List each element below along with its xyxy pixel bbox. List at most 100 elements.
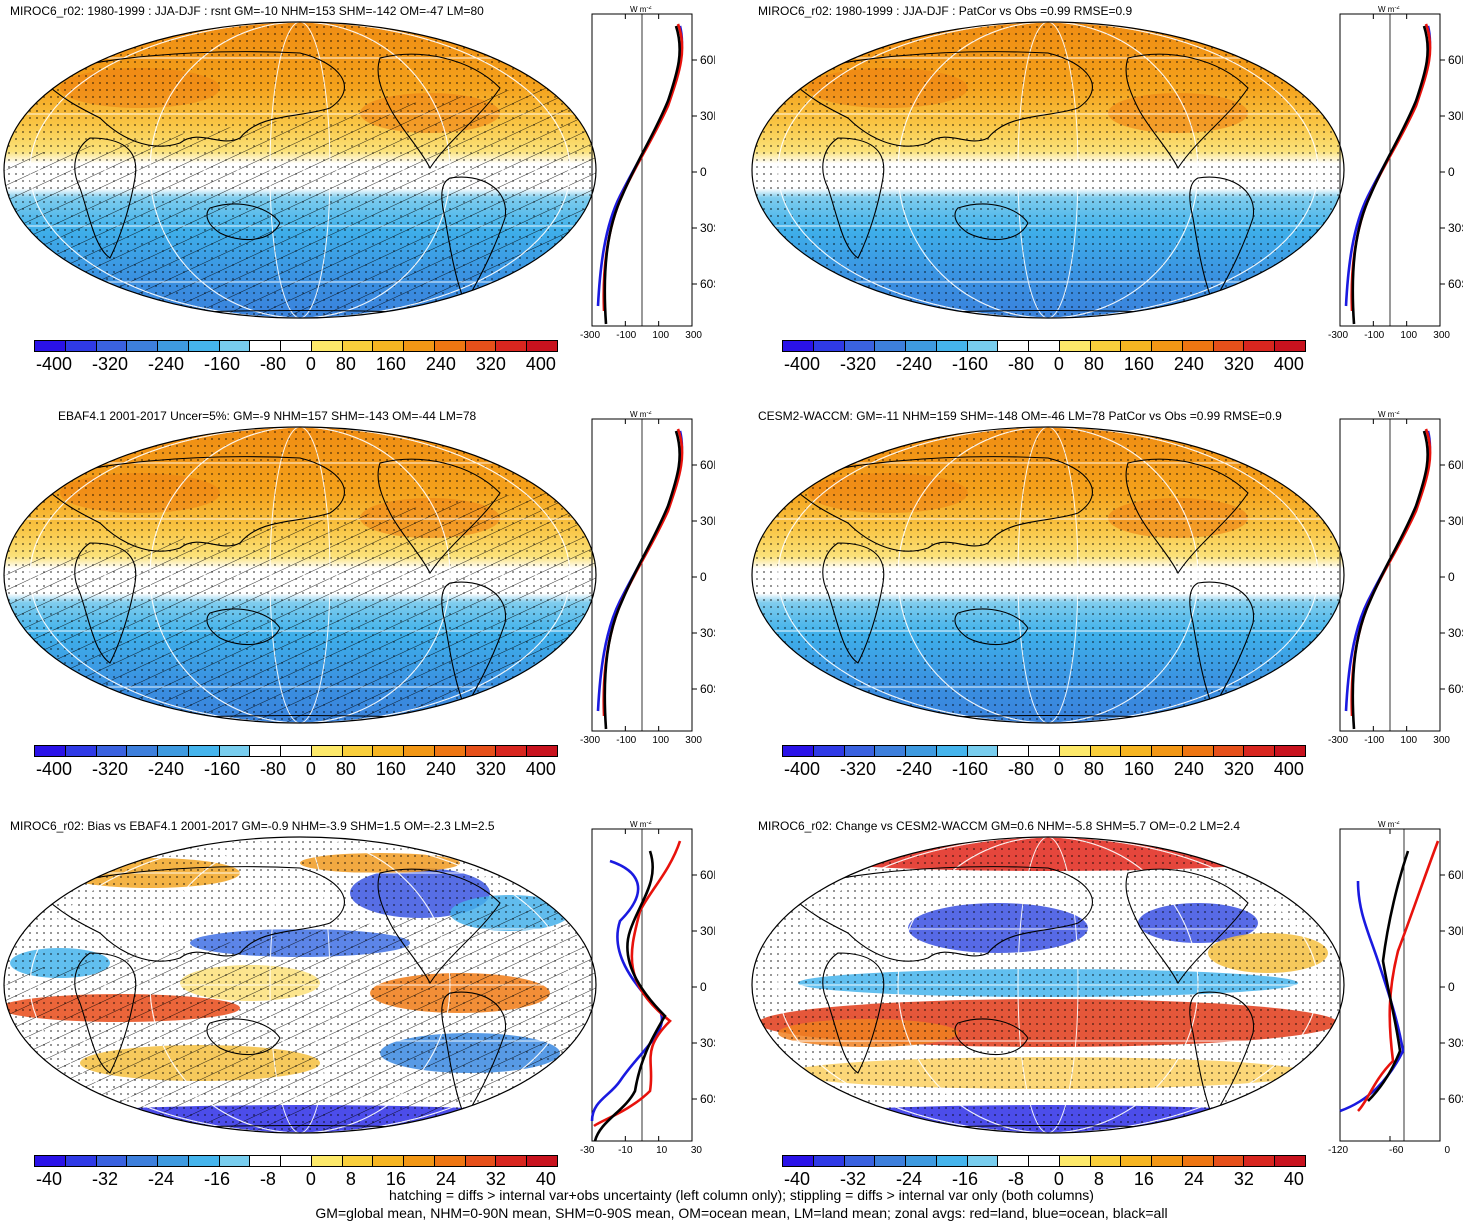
colorbar-label: -32 (91, 1169, 118, 1189)
panel-title: MIROC6_r02: Change vs CESM2-WACCM GM=0.6… (758, 819, 1241, 833)
robinson-map (751, 426, 1345, 724)
map-panel-4: CESM2-WACCM: GM=-11 NHM=159 SHM=-148 OM=… (748, 405, 1483, 805)
lat-tick-label: 0 (700, 980, 707, 994)
lat-tick-label: 30S (700, 221, 715, 235)
colorbar-swatch (496, 746, 528, 756)
zonal-x-tick-label: -300 (580, 330, 601, 341)
zonal-x-tick-label: 300 (685, 330, 702, 341)
colorbar (34, 745, 558, 757)
colorbar-swatch (158, 1156, 189, 1166)
colorbar-swatch (496, 1156, 528, 1166)
lat-tick-label: 30S (1448, 626, 1463, 640)
zonal-x-tick-label: -300 (1328, 330, 1349, 341)
colorbar-label: 160 (375, 759, 406, 779)
colorbar-swatch (35, 746, 66, 756)
colorbar (782, 1155, 1306, 1167)
lat-tick-label: 30N (1448, 924, 1463, 938)
colorbar-label: 240 (1173, 759, 1204, 779)
zonal-x-tick-label: 0 (1444, 1145, 1450, 1156)
colorbar-label: -32 (839, 1169, 866, 1189)
colorbar-swatch (1152, 341, 1183, 351)
colorbar-label: -80 (1007, 759, 1034, 779)
colorbar-label: 240 (425, 354, 456, 374)
colorbar-swatch (65, 746, 97, 756)
colorbar-label: -16 (203, 1169, 230, 1189)
lat-tick-label: 60S (700, 277, 715, 291)
lat-tick-label: 30S (700, 1036, 715, 1050)
panel-title: MIROC6_r02: Bias vs EBAF4.1 2001-2017 GM… (10, 819, 495, 833)
colorbar-swatch (967, 1156, 999, 1166)
colorbar-swatch (813, 341, 845, 351)
colorbar-swatch (404, 1156, 435, 1166)
colorbar-label: -320 (839, 759, 877, 779)
colorbar-label: -400 (784, 354, 821, 374)
colorbar-swatch (342, 341, 374, 351)
colorbar-label: -80 (259, 354, 286, 374)
colorbar-label: 400 (525, 759, 556, 779)
colorbar-labels: -400 -320 -240 -160 -80 0 80 160 240 320 400 (784, 759, 1304, 780)
colorbar-swatch (158, 746, 189, 756)
colorbar-swatch (404, 341, 435, 351)
colorbar-label: -80 (1007, 354, 1034, 374)
lat-tick-label: 30S (700, 626, 715, 640)
colorbar-swatch (844, 1156, 876, 1166)
colorbar-label: 80 (335, 354, 356, 374)
colorbar-label: 320 (1223, 759, 1254, 779)
zonal-mean-plot: W m-2 60N 30N 0 30S 60S (1339, 411, 1463, 732)
footer-line-1: hatching = diffs > internal var+obs unce… (389, 1187, 1094, 1203)
colorbar-label: 240 (1173, 354, 1204, 374)
colorbar-labels: -400 -320 -240 -160 -80 0 80 160 240 320 400 (36, 354, 556, 375)
colorbar-swatch (1090, 1156, 1122, 1166)
colorbar (782, 340, 1306, 352)
colorbar-swatch (813, 1156, 845, 1166)
colorbar-label: -16 (951, 1169, 978, 1189)
footer-line-2: GM=global mean, NHM=0-90N mean, SHM=0-90… (315, 1205, 1168, 1221)
colorbar-label: -240 (895, 759, 932, 779)
lat-tick-label: 60N (1448, 458, 1463, 472)
colorbar-label: -160 (203, 759, 240, 779)
lat-tick-label: 0 (1448, 570, 1455, 584)
colorbar-swatch (35, 1156, 66, 1166)
units-label: W m-2 (1378, 821, 1400, 829)
colorbar-swatch (250, 1156, 282, 1166)
lat-tick-label: 60N (1448, 53, 1463, 67)
lat-tick-label: 30N (1448, 109, 1463, 123)
colorbar-label: 24 (1183, 1169, 1204, 1189)
colorbar-label: 80 (1083, 759, 1104, 779)
colorbar-label: 0 (1053, 1169, 1064, 1189)
panel-title: MIROC6_r02: 1980-1999 : JJA-DJF : rsnt G… (10, 4, 484, 18)
colorbar-swatch (783, 341, 814, 351)
colorbar-swatch (434, 341, 466, 351)
colorbar-swatch (998, 746, 1030, 756)
map-panel-5: MIROC6_r02: Bias vs EBAF4.1 2001-2017 GM… (0, 815, 735, 1215)
colorbar-swatch (1275, 746, 1306, 756)
colorbar-swatch (465, 746, 497, 756)
colorbar-swatch (1182, 1156, 1214, 1166)
colorbar-label: 80 (1083, 354, 1104, 374)
lat-tick-label: 60S (1448, 682, 1463, 696)
colorbar-swatch (1121, 1156, 1153, 1166)
colorbar-label: 160 (1123, 759, 1154, 779)
colorbar-label: 0 (305, 1169, 316, 1189)
zonal-x-tick-label: -300 (580, 735, 601, 746)
colorbar-label: -24 (895, 1169, 922, 1189)
colorbar-labels: -400 -320 -240 -160 -80 0 80 160 240 320 400 (784, 354, 1304, 375)
colorbar-swatch (250, 746, 282, 756)
colorbar-swatch (250, 341, 282, 351)
colorbar-swatch (844, 341, 876, 351)
panel-title: CESM2-WACCM: GM=-11 NHM=159 SHM=-148 OM=… (758, 409, 1282, 423)
zonal-x-labels: -300 -100 100 300 (1328, 330, 1450, 341)
colorbar-label: -160 (951, 759, 988, 779)
colorbar-swatch (1090, 341, 1122, 351)
colorbar-swatch (1059, 746, 1091, 756)
colorbar-swatch (219, 341, 251, 351)
colorbar-swatch (1275, 341, 1306, 351)
colorbar-swatch (1213, 1156, 1245, 1166)
zonal-x-tick-label: 100 (652, 735, 670, 746)
colorbar-label: -400 (36, 354, 73, 374)
lat-tick-label: 0 (1448, 980, 1455, 994)
colorbar-swatch (96, 341, 128, 351)
panel-title: EBAF4.1 2001-2017 Uncer=5%: GM=-9 NHM=15… (58, 409, 477, 423)
zonal-x-tick-label: -30 (580, 1145, 595, 1156)
zonal-x-tick-label: -60 (1389, 1145, 1404, 1156)
